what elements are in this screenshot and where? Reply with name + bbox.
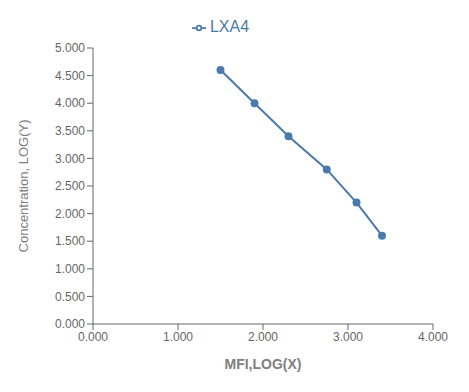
svg-text:1.000: 1.000 — [163, 330, 193, 344]
svg-text:2.000: 2.000 — [248, 330, 278, 344]
svg-text:5.000: 5.000 — [55, 41, 85, 55]
svg-text:3.000: 3.000 — [55, 152, 85, 166]
svg-text:4.000: 4.000 — [418, 330, 448, 344]
svg-text:3.000: 3.000 — [333, 330, 363, 344]
svg-text:4.500: 4.500 — [55, 69, 85, 83]
svg-text:1.500: 1.500 — [55, 234, 85, 248]
svg-text:2.500: 2.500 — [55, 179, 85, 193]
svg-text:MFI,LOG(X): MFI,LOG(X) — [225, 356, 302, 372]
svg-text:0.500: 0.500 — [55, 290, 85, 304]
svg-text:2.000: 2.000 — [55, 207, 85, 221]
svg-text:4.000: 4.000 — [55, 96, 85, 110]
svg-text:1.000: 1.000 — [55, 262, 85, 276]
svg-text:3.500: 3.500 — [55, 124, 85, 138]
svg-text:Concentration, LOG(Y): Concentration, LOG(Y) — [16, 120, 31, 253]
svg-text:0.000: 0.000 — [55, 317, 85, 331]
svg-text:0.000: 0.000 — [78, 330, 108, 344]
html-text:LXA4: LXA4 — [209, 18, 250, 35]
